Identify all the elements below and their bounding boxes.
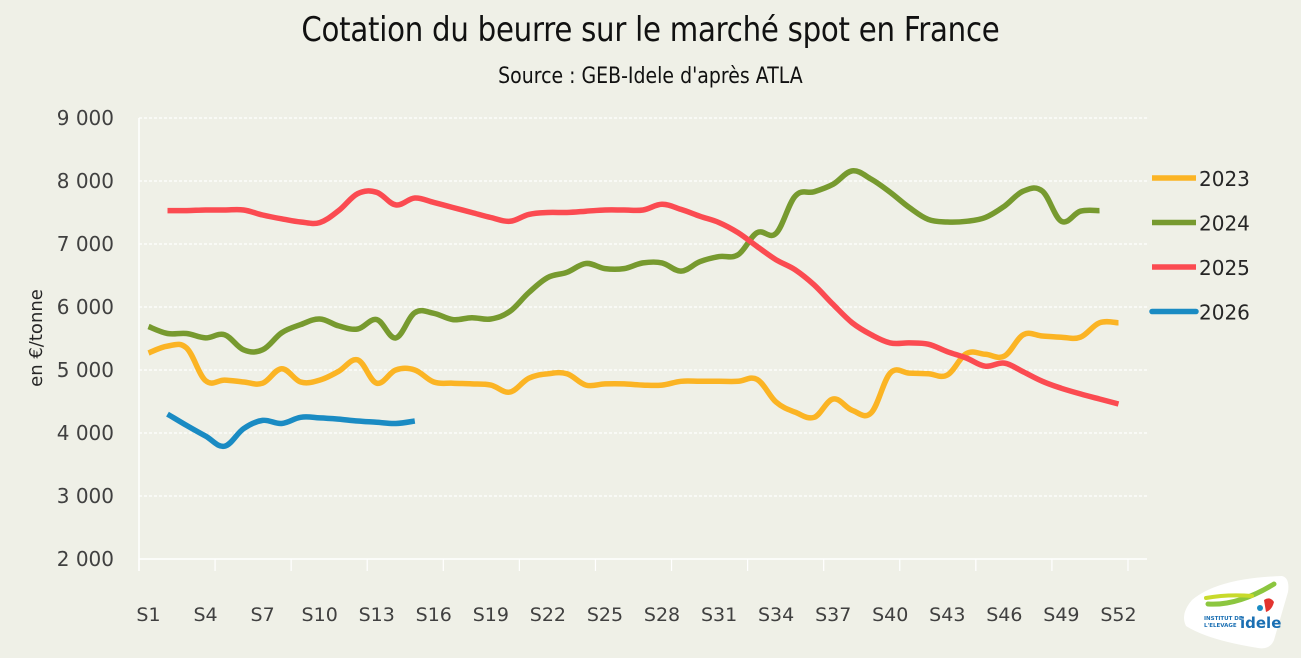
legend: 2023 2024 2025 2026 (1149, 167, 1250, 325)
legend-label: 2024 (1199, 212, 1250, 236)
logo-text-line2: L'ELEVAGE (1204, 623, 1237, 629)
series-line-2026 (166, 411, 416, 450)
x-tick-label: S43 (929, 604, 965, 626)
legend-label: 2026 (1199, 301, 1250, 325)
y-tick-label: 2 000 (57, 547, 114, 571)
y-tick-label: 6 000 (57, 295, 114, 319)
logo-text-line1: INSTITUT DE (1204, 616, 1243, 622)
legend-label: 2023 (1199, 167, 1250, 191)
chart-subtitle: Source : GEB-Idele d'après ATLA (498, 64, 803, 89)
x-tick-label: S40 (872, 604, 908, 626)
series-line-2024 (147, 168, 1100, 355)
x-tick-label: S16 (416, 604, 452, 626)
logo-swoosh-icon (1205, 581, 1277, 607)
chart-title: Cotation du beurre sur le marché spot en… (301, 10, 1000, 50)
x-tick-label: S49 (1043, 604, 1079, 626)
y-tick-label: 3 000 (57, 484, 114, 508)
legend-label: 2025 (1199, 256, 1250, 280)
logo-drop-icon (1257, 605, 1263, 611)
series-line-2025 (167, 188, 1120, 407)
x-tick-label: S7 (251, 604, 275, 626)
series-lines (147, 168, 1120, 450)
logo-background-shape (1184, 576, 1289, 649)
x-tick-label: S25 (587, 604, 623, 626)
y-tick-label: 9 000 (57, 106, 114, 130)
x-tick-label: S22 (530, 604, 566, 626)
y-tick-label: 4 000 (57, 421, 114, 445)
y-tick-label: 8 000 (57, 169, 114, 193)
x-tick-label: S52 (1100, 604, 1136, 626)
logo-red-mark-icon (1264, 598, 1274, 612)
legend-item-2026: 2026 (1149, 301, 1250, 325)
series-line-2023 (147, 318, 1119, 421)
y-axis-label: en €/tonne (26, 289, 47, 387)
x-tick-label: S46 (986, 604, 1022, 626)
x-tick-label: S19 (473, 604, 509, 626)
y-tick-label: 5 000 (57, 358, 114, 382)
x-tick-label: S10 (302, 604, 338, 626)
x-tick-label: S31 (701, 604, 737, 626)
x-tick-label: S37 (815, 604, 851, 626)
x-tick-label: S4 (193, 604, 217, 626)
x-tick-label: S34 (758, 604, 794, 626)
x-tick-label: S13 (359, 604, 395, 626)
gridlines (139, 117, 1147, 497)
x-tick-label: S1 (136, 604, 160, 626)
legend-item-2024: 2024 (1152, 212, 1250, 236)
legend-item-2025: 2025 (1152, 256, 1250, 280)
y-axis: 2 000 3 000 4 000 5 000 6 000 7 000 8 000 9 000 (57, 106, 140, 571)
y-tick-label: 7 000 (57, 232, 114, 256)
legend-item-2023: 2023 (1152, 167, 1250, 191)
logo-brand-text: idele (1240, 614, 1281, 632)
x-tick-label: S28 (644, 604, 680, 626)
idele-logo: INSTITUT DE L'ELEVAGE idele (1178, 570, 1298, 658)
x-axis: S1 S4 S7 S10 S13 S16 S19 S22 S25 S28 S31 S34 S37 S40 S… (136, 558, 1147, 626)
